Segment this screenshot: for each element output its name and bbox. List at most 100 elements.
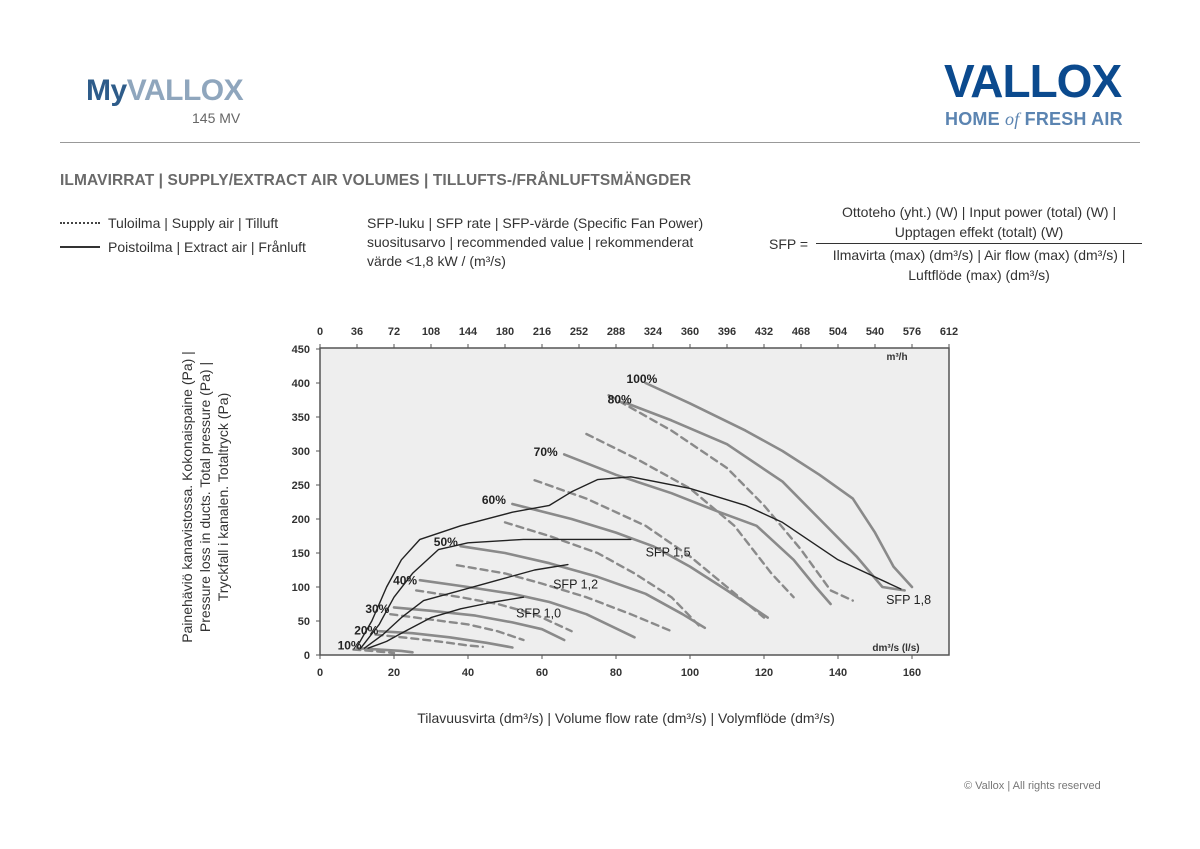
legend-supply: Tuloilma | Supply air | Tilluft bbox=[60, 215, 278, 231]
speed-label: 100% bbox=[627, 372, 658, 386]
copyright: © Vallox | All rights reserved bbox=[964, 780, 1101, 792]
y-tick-label: 300 bbox=[292, 446, 310, 458]
x-top-tick-label: 396 bbox=[718, 326, 736, 338]
x-top-tick-label: 504 bbox=[829, 326, 848, 338]
formula-denominator-2: Luftflöde (max) (dm³/s) bbox=[908, 267, 1050, 283]
speed-label: 60% bbox=[482, 493, 506, 507]
sfp-label: SFP 1,0 bbox=[516, 607, 561, 621]
formula-numerator-1: Ottoteho (yht.) (W) | Input power (total… bbox=[841, 204, 1117, 220]
sfp-note: SFP-luku | SFP rate | SFP-värde (Specifi… bbox=[367, 214, 703, 271]
speed-label: 80% bbox=[608, 392, 632, 406]
sfp-label: SFP 1,2 bbox=[553, 577, 598, 591]
model-number: 145 MV bbox=[192, 110, 241, 126]
speed-label: 40% bbox=[393, 573, 417, 587]
curve-extract-10- bbox=[355, 646, 414, 654]
x-tick-label: 0 bbox=[317, 667, 323, 679]
tagline-home: HOME bbox=[945, 109, 1000, 129]
fraction-bar bbox=[816, 243, 1143, 244]
curve-supply-70- bbox=[533, 479, 766, 619]
brand-my: My bbox=[86, 74, 127, 107]
formula-numerator-2: Upptagen effekt (totalt) (W) bbox=[894, 224, 1064, 240]
x-top-tick-label: 288 bbox=[607, 326, 625, 338]
x-tick-label: 80 bbox=[610, 667, 622, 679]
brand-vallox: VALLOX bbox=[126, 74, 244, 107]
x-bottom-ticks: 0 20 40 60 80 100 120 140 160 bbox=[317, 655, 921, 679]
x-top-ticks: 0 36 72 108 144 180 216 252 288 324 360 396 432 468 50… bbox=[317, 326, 958, 348]
speed-label: 30% bbox=[365, 602, 389, 616]
x-tick-label: 140 bbox=[829, 667, 847, 679]
curve-supply-100- bbox=[607, 394, 854, 602]
x-top-tick-label: 36 bbox=[351, 326, 363, 338]
y-tick-label: 200 bbox=[292, 514, 310, 526]
x-tick-label: 120 bbox=[755, 667, 773, 679]
sfp-note-line3: värde <1,8 kW / (m³/s) bbox=[367, 253, 506, 269]
x-tick-label: 100 bbox=[681, 667, 699, 679]
y-tick-label: 450 bbox=[292, 344, 310, 356]
legend-supply-label: Tuloilma | Supply air | Tilluft bbox=[108, 215, 279, 231]
curve-sfp-1-8 bbox=[356, 476, 902, 648]
x-top-tick-label: 72 bbox=[388, 326, 400, 338]
speed-label: 20% bbox=[354, 624, 378, 638]
unit-dm3s: dm³/s (l/s) bbox=[872, 643, 919, 654]
y-tick-label: 400 bbox=[292, 378, 310, 390]
x-top-tick-label: 108 bbox=[422, 326, 440, 338]
x-tick-label: 20 bbox=[388, 667, 400, 679]
curve-extract-50- bbox=[459, 544, 707, 630]
speed-label: 70% bbox=[534, 445, 558, 459]
sfp-formula: SFP = Ottoteho (yht.) (W) | Input power … bbox=[769, 202, 1143, 285]
formula-denominator-1: Ilmavirta (max) (dm³/s) | Air flow (max)… bbox=[832, 247, 1126, 263]
x-top-tick-label: 468 bbox=[792, 326, 810, 338]
speed-label: 50% bbox=[434, 535, 458, 549]
formula-lhs: SFP = bbox=[769, 235, 809, 252]
sfp-note-line1: SFP-luku | SFP rate | SFP-värde (Specifi… bbox=[367, 215, 704, 231]
y-tick-label: 350 bbox=[292, 412, 310, 424]
speed-label: 10% bbox=[338, 639, 362, 653]
curve-extract-30- bbox=[392, 606, 566, 642]
logo-tagline: HOME of FRESH AIR bbox=[945, 109, 1123, 130]
x-top-tick-label: 0 bbox=[317, 326, 323, 338]
sfp-note-line2: suositusarvo | recommended value | rekom… bbox=[367, 234, 694, 250]
section-title: ILMAVIRRAT | SUPPLY/EXTRACT AIR VOLUMES … bbox=[60, 172, 692, 189]
curves bbox=[352, 381, 914, 655]
product-brand: MyVALLOX bbox=[86, 74, 244, 108]
x-top-tick-label: 216 bbox=[533, 326, 551, 338]
curve-supply-80- bbox=[585, 432, 795, 599]
curve-extract-80- bbox=[622, 400, 906, 592]
y-ticks: 0 50 100 150 200 250 300 350 400 450 bbox=[292, 344, 320, 662]
y-tick-label: 100 bbox=[292, 582, 310, 594]
tagline-of: of bbox=[1005, 109, 1020, 129]
sfp-label: SFP 1,8 bbox=[886, 593, 931, 607]
legend-dashed-line bbox=[60, 222, 100, 224]
tagline-fresh-air: FRESH AIR bbox=[1024, 109, 1123, 129]
x-top-tick-label: 432 bbox=[755, 326, 773, 338]
y-tick-label: 150 bbox=[292, 548, 310, 560]
curve-supply-50- bbox=[455, 564, 673, 633]
x-top-tick-label: 360 bbox=[681, 326, 699, 338]
curve-sfp-1-2 bbox=[363, 563, 569, 649]
curve-supply-20- bbox=[374, 633, 484, 648]
x-top-tick-label: 540 bbox=[866, 326, 884, 338]
sfp-label: SFP 1,5 bbox=[646, 545, 691, 559]
formula-fraction: Ottoteho (yht.) (W) | Input power (total… bbox=[816, 202, 1143, 285]
y-tick-label: 250 bbox=[292, 480, 310, 492]
curve-supply-60- bbox=[503, 521, 703, 629]
curve-extract-100- bbox=[644, 381, 914, 589]
x-tick-label: 160 bbox=[903, 667, 921, 679]
curve-extract-60- bbox=[511, 502, 770, 619]
x-top-tick-label: 324 bbox=[644, 326, 663, 338]
y-tick-label: 0 bbox=[304, 650, 310, 662]
x-axis-title: Tilavuusvirta (dm³/s) | Volume flow rate… bbox=[417, 710, 835, 726]
x-top-tick-label: 144 bbox=[459, 326, 478, 338]
curve-extract-40- bbox=[418, 578, 636, 639]
x-top-tick-label: 252 bbox=[570, 326, 588, 338]
x-top-tick-label: 576 bbox=[903, 326, 921, 338]
curve-sfp-1-5 bbox=[360, 538, 632, 649]
header-divider bbox=[60, 142, 1140, 143]
unit-m3h: m³/h bbox=[886, 352, 907, 363]
curve-sfp-1-0 bbox=[367, 596, 525, 649]
x-top-tick-label: 612 bbox=[940, 326, 958, 338]
x-tick-label: 60 bbox=[536, 667, 548, 679]
x-tick-label: 40 bbox=[462, 667, 474, 679]
curve-labels: 100% 80% 70% 60% 50% 40% 30% 20%10% SFP 1,8 SFP 1… bbox=[338, 372, 931, 653]
